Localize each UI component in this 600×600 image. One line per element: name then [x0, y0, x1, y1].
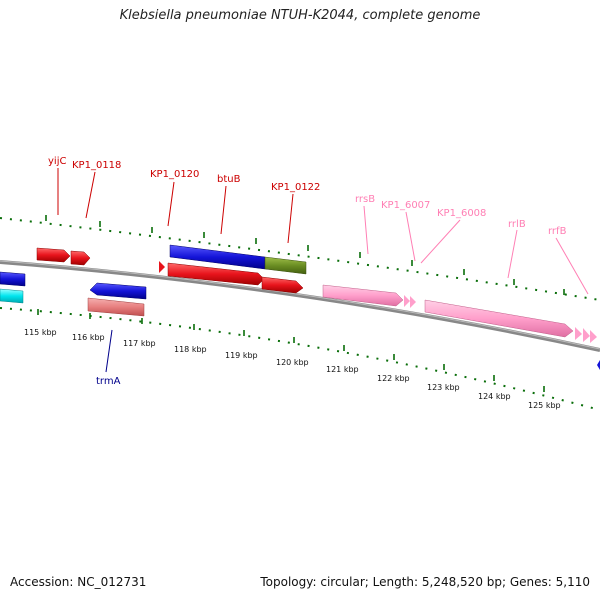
accession-text: Accession: NC_012731	[10, 575, 147, 589]
scale-label: 119 kbp	[225, 351, 258, 360]
gene-arrow-btuB[interactable]	[167, 262, 265, 286]
trna-marker[interactable]	[404, 295, 410, 307]
gene-label-kp1-0120[interactable]: KP1_0120	[150, 169, 199, 180]
gene-arrow-rrlB[interactable]	[424, 299, 574, 338]
reverse-strand-features	[0, 271, 600, 370]
gene-label-kp1-0122[interactable]: KP1_0122	[271, 182, 320, 193]
gene-label-kp1-6008[interactable]: KP1_6008	[437, 208, 486, 219]
gene-arrow-rrfB[interactable]	[575, 327, 582, 340]
gene-arrow-small[interactable]	[159, 261, 165, 273]
gene-arrow-kp1-0122[interactable]	[261, 276, 304, 294]
scale-label: 123 kbp	[427, 383, 460, 392]
trna-marker[interactable]	[410, 296, 416, 308]
gene-label-rrsB[interactable]: rrsB	[355, 194, 375, 205]
gene-bar-btuB[interactable]	[264, 256, 307, 275]
gene-arrow-kp1-0118[interactable]	[70, 250, 91, 266]
scale-label: 115 kbp	[24, 328, 57, 337]
gene-bar-trmA-rna[interactable]	[87, 297, 145, 317]
upper-tick-ring	[0, 217, 600, 301]
upper-major-ticks	[45, 215, 565, 295]
scale-label: 121 kbp	[326, 365, 359, 374]
gene-label-kp1-0118[interactable]: KP1_0118	[72, 160, 121, 171]
scale-label: 116 kbp	[72, 333, 105, 342]
scale-label: 118 kbp	[174, 345, 207, 354]
gene-labels: yijC KP1_0118 KP1_0120 btuB KP1_0122 rrs…	[48, 156, 567, 387]
gene-label-yijC[interactable]: yijC	[48, 156, 66, 167]
gene-arrow-trmA[interactable]	[89, 282, 147, 300]
gene-arrow-yijC[interactable]	[36, 247, 71, 263]
lower-major-ticks	[37, 309, 545, 392]
gene-label-btuB[interactable]: btuB	[217, 174, 241, 185]
scale-label: 124 kbp	[478, 392, 511, 401]
trna-marker[interactable]	[590, 330, 597, 343]
label-leaders	[57, 168, 589, 373]
genome-summary-text: Topology: circular; Length: 5,248,520 bp…	[260, 575, 590, 589]
scale-label: 117 kbp	[123, 339, 156, 348]
genome-backbone	[0, 260, 600, 352]
gene-label-rrfB[interactable]: rrfB	[548, 226, 567, 237]
scale-label: 122 kbp	[377, 374, 410, 383]
gene-bar-left-cyan[interactable]	[0, 288, 24, 304]
forward-strand-features	[36, 244, 597, 343]
trna-marker[interactable]	[583, 328, 590, 342]
gene-arrow-rrsB[interactable]	[322, 284, 404, 307]
scale-label: 120 kbp	[276, 358, 309, 367]
gene-bar-left-blue[interactable]	[0, 271, 26, 287]
map-title: Klebsiella pneumoniae NTUH-K2044, comple…	[119, 8, 481, 23]
gene-label-kp1-6007[interactable]: KP1_6007	[381, 200, 430, 211]
scale-labels: 115 kbp 116 kbp 117 kbp 118 kbp 119 kbp …	[24, 328, 561, 410]
gene-arrow-right-edge[interactable]	[597, 360, 600, 370]
gene-label-trmA[interactable]: trmA	[96, 376, 121, 387]
gene-label-rrlB[interactable]: rrlB	[508, 219, 526, 230]
scale-label: 125 kbp	[528, 401, 561, 410]
